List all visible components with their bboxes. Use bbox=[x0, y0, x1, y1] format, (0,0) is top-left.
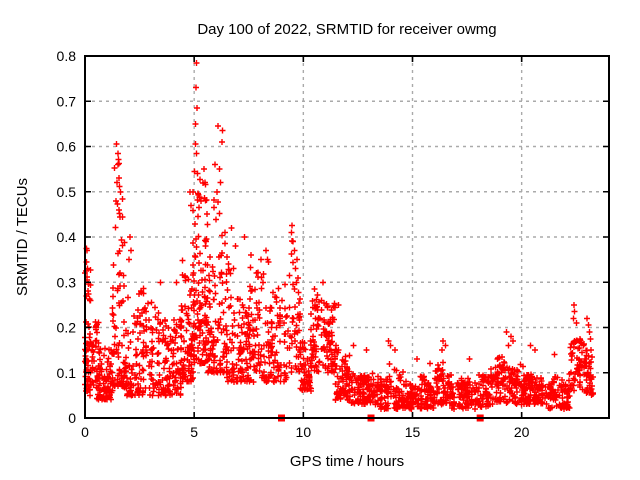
y-tick-label: 0.1 bbox=[57, 365, 77, 381]
y-tick-labels: 0 0.1 0.2 0.3 0.4 0.5 0.6 0.7 0.8 bbox=[57, 48, 77, 426]
y-tick-label: 0.5 bbox=[57, 184, 77, 200]
scatter-plus-markers bbox=[82, 60, 596, 412]
y-tick-label: 0.3 bbox=[57, 274, 77, 290]
x-tick-label: 20 bbox=[514, 424, 530, 440]
y-tick-label: 0.4 bbox=[57, 229, 77, 245]
x-tick-label: 15 bbox=[405, 424, 421, 440]
y-tick-label: 0.6 bbox=[57, 139, 77, 155]
x-tick-label: 0 bbox=[81, 424, 89, 440]
axis-ticks bbox=[84, 55, 609, 419]
x-axis-label: GPS time / hours bbox=[290, 453, 404, 470]
x-tick-labels: 0 5 10 15 20 bbox=[81, 424, 530, 440]
scatter-points bbox=[82, 60, 596, 412]
x-tick-label: 5 bbox=[190, 424, 198, 440]
y-axis-label: SRMTID / TECUs bbox=[14, 178, 31, 296]
x-tick-label: 10 bbox=[296, 424, 312, 440]
chart-title: Day 100 of 2022, SRMTID for receiver owm… bbox=[197, 21, 496, 38]
y-tick-label: 0.2 bbox=[57, 320, 77, 336]
y-tick-label: 0.7 bbox=[57, 93, 77, 109]
y-tick-label: 0 bbox=[68, 410, 76, 426]
y-tick-label: 0.8 bbox=[57, 48, 77, 64]
